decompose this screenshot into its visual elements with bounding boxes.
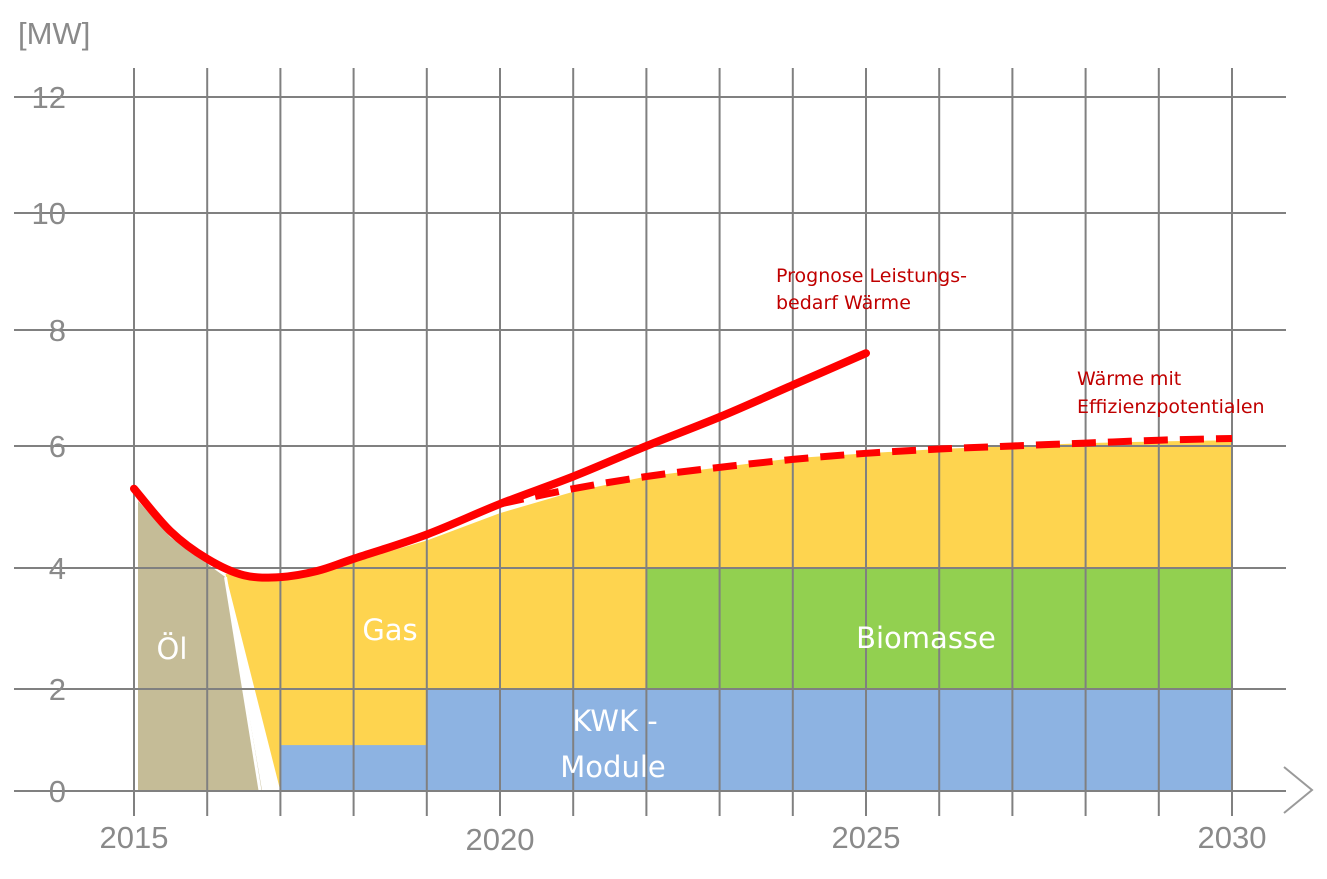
y-tick-label: 10 <box>32 196 66 231</box>
text-layer: [MW] Öl Gas Biomasse KWK - Module Progno… <box>18 16 1266 857</box>
x-tick-label: 2015 <box>100 820 169 855</box>
axes <box>1283 766 1314 814</box>
y-axis-unit-label: [MW] <box>18 16 90 51</box>
x-tick-label: 2030 <box>1198 820 1267 855</box>
efficiency-forecast-dashed-line <box>499 434 1233 508</box>
y-tick-label: 4 <box>49 551 66 586</box>
y-tick-label: 6 <box>49 429 66 464</box>
area-layer <box>138 440 1232 792</box>
y-tick-label: 8 <box>49 313 66 348</box>
forecast-series-label-line2: bedarf Wärme <box>776 292 911 314</box>
oel-area-label: Öl <box>157 632 188 666</box>
kwk-area-label-line2: Module <box>560 750 665 784</box>
heat-demand-forecast-line <box>130 349 870 582</box>
line-layer <box>130 349 1233 582</box>
efficiency-series-label-line1: Wärme mit <box>1077 368 1181 390</box>
y-tick-label: 12 <box>32 80 66 115</box>
x-tick-label: 2020 <box>466 822 535 857</box>
kwk-area-label-line1: KWK - <box>572 704 657 738</box>
x-axis-arrow <box>1283 766 1314 814</box>
y-tick-label: 0 <box>49 774 66 809</box>
biomasse-area-label: Biomasse <box>856 621 996 655</box>
gas-area-label: Gas <box>362 613 417 647</box>
y-tick-label: 2 <box>49 672 66 707</box>
forecast-series-label-line1: Prognose Leistungs- <box>776 265 967 287</box>
efficiency-series-label-line2: Effizienzpotentialen <box>1077 396 1265 418</box>
oel-area <box>138 500 263 791</box>
x-tick-label: 2025 <box>832 820 901 855</box>
kwk-area-block-2 <box>426 689 1232 791</box>
oel-gas-divider <box>224 576 262 792</box>
